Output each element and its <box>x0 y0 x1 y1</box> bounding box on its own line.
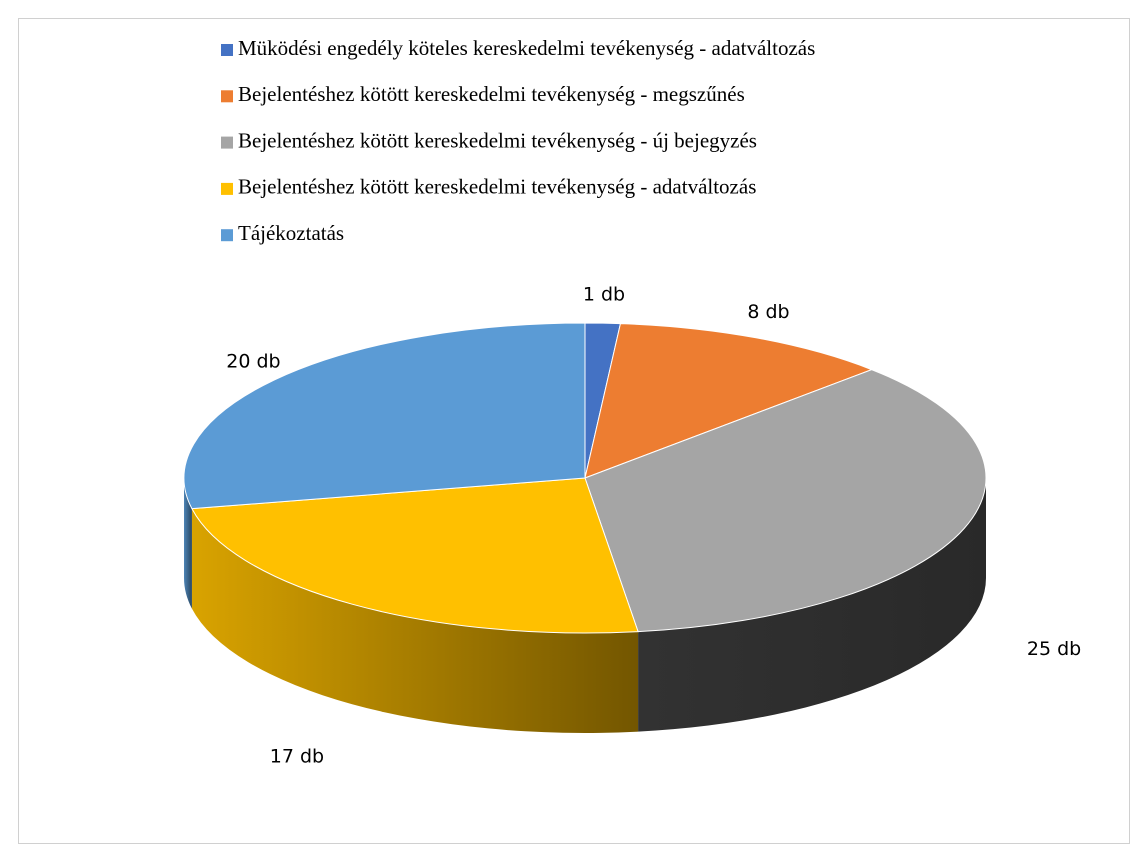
slice <box>584 323 874 479</box>
legend-swatch <box>221 90 233 103</box>
slice-side <box>184 478 192 609</box>
slice-side <box>638 478 987 732</box>
slice-side <box>191 508 639 734</box>
slice <box>191 477 639 634</box>
legend-label: Tájékoztatás <box>238 221 344 245</box>
data-label: 8 db <box>747 301 789 323</box>
legend-swatch <box>221 136 233 149</box>
data-label: 25 db <box>1027 638 1081 660</box>
data-label: 17 db <box>270 745 324 767</box>
legend-swatch <box>221 44 233 56</box>
legend-swatch <box>221 229 233 242</box>
data-label: 1 db <box>583 284 625 306</box>
legend-label: Bejelentéshez kötött kereskedelmi tevéke… <box>238 175 756 199</box>
legend-label: Bejelentéshez kötött kereskedelmi tevéke… <box>238 82 745 106</box>
slice <box>584 369 987 633</box>
legend-swatch <box>221 182 233 195</box>
slice <box>183 322 586 510</box>
legend-label: Bejelentéshez kötött kereskedelmi tevéke… <box>238 128 757 152</box>
legend-label: Müködési engedély köteles kereskedelmi t… <box>238 36 815 60</box>
data-label: 20 db <box>226 351 280 373</box>
